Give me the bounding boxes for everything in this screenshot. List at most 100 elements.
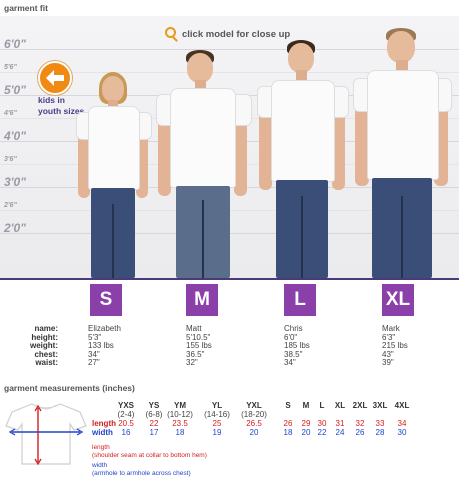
- height-label: 2'6": [4, 202, 17, 209]
- stat-weight: 215 lbs: [382, 341, 408, 351]
- height-label: 5'0": [4, 83, 26, 97]
- adult-size-column: 4XL 34 30: [393, 401, 411, 437]
- size-badge-s[interactable]: S: [90, 284, 122, 316]
- model-matt[interactable]: [156, 50, 252, 278]
- height-chart: 6'0" 5'6" 5'0" 4'6" 4'0" 3'6" 3'0" 2'6" 2'0" cli…: [0, 16, 459, 280]
- size-header: 3XL: [372, 401, 388, 410]
- length-value: 26.5: [246, 419, 262, 428]
- kids-arrow-icon[interactable]: [38, 61, 72, 95]
- width-value: 30: [397, 428, 407, 437]
- size-range: (18-20): [241, 410, 267, 419]
- length-note-text: (shoulder seam at collar to bottom hem): [92, 451, 207, 459]
- height-gridline: [0, 49, 459, 50]
- length-note-title: length: [92, 444, 110, 451]
- width-value: 16: [121, 428, 131, 437]
- adult-size-column: M 29 20: [297, 401, 315, 437]
- height-label: 2'0": [4, 221, 26, 235]
- length-value: 31: [335, 419, 345, 428]
- stat-chest: 38.5": [284, 349, 303, 359]
- width-note-title: width: [92, 462, 108, 469]
- youth-size-column: YS (6-8) 22 17: [138, 401, 170, 437]
- size-header: 2XL: [352, 401, 368, 410]
- stat-height: 6'3": [382, 332, 396, 342]
- adult-size-column: 2XL 32 26: [351, 401, 369, 437]
- stat-height: 6'0": [284, 332, 298, 342]
- height-label: 4'6": [4, 110, 17, 117]
- stat-name: Elizabeth: [88, 324, 121, 333]
- width-value: 22: [317, 428, 327, 437]
- stats-elizabeth: Elizabeth 5'3" 133 lbs 34" 27": [88, 324, 121, 368]
- adult-size-column: L 30 22: [313, 401, 331, 437]
- tshirt-diagram: [4, 396, 88, 470]
- adult-size-column: 3XL 33 28: [371, 401, 389, 437]
- zoom-hint-text: click model for close up: [182, 29, 291, 40]
- stat-label-chest: chest:: [34, 349, 58, 359]
- width-value: 26: [355, 428, 365, 437]
- height-label: 3'0": [4, 175, 26, 189]
- size-range-empty: [331, 410, 349, 419]
- size-badge-m[interactable]: M: [186, 284, 218, 316]
- length-value: 30: [317, 419, 327, 428]
- width-value: 18: [283, 428, 293, 437]
- stats-mark: Mark 6'3" 215 lbs 43" 39": [382, 324, 408, 368]
- youth-size-column: YXL (18-20) 26.5 20: [238, 401, 270, 437]
- size-header: YS: [148, 401, 160, 410]
- size-header: M: [302, 401, 310, 410]
- stat-waist: 34": [284, 358, 296, 368]
- length-value: 26: [283, 419, 293, 428]
- length-value: 29: [301, 419, 311, 428]
- size-badge-l[interactable]: L: [284, 284, 316, 316]
- stat-label-weight: weight:: [30, 341, 58, 351]
- length-value: 33: [375, 419, 385, 428]
- stat-height: 5'10.5": [186, 332, 211, 342]
- youth-size-column: YXS (2-4) 20.5 16: [110, 401, 142, 437]
- size-header: S: [285, 401, 291, 410]
- width-value: 17: [149, 428, 159, 437]
- height-label: 4'0": [4, 129, 26, 143]
- width-value: 19: [212, 428, 222, 437]
- stat-label-height: height:: [31, 332, 58, 342]
- model-elizabeth[interactable]: [70, 72, 160, 278]
- adult-size-column: S 26 18: [279, 401, 297, 437]
- model-mark[interactable]: [352, 28, 452, 278]
- width-value: 28: [375, 428, 385, 437]
- length-row-label: length: [92, 419, 116, 428]
- length-value: 25: [212, 419, 222, 428]
- length-value: 32: [355, 419, 365, 428]
- size-header: YM: [174, 401, 186, 410]
- measurements-title: garment measurements (inches): [4, 383, 135, 393]
- size-badge-xl[interactable]: XL: [382, 284, 414, 316]
- length-value: 34: [397, 419, 407, 428]
- stat-labels: name: height: weight: chest: waist:: [10, 324, 58, 368]
- width-value: 20: [301, 428, 311, 437]
- model-chris[interactable]: [256, 40, 349, 278]
- stats-chris: Chris 6'0" 185 lbs 38.5" 34": [284, 324, 310, 368]
- stat-name: Mark: [382, 324, 400, 333]
- length-note: length (shoulder seam at collar to botto…: [92, 444, 207, 459]
- kids-youth-link[interactable]: kids in youth sizes: [38, 95, 85, 116]
- size-range-empty: [393, 410, 411, 419]
- size-range: (6-8): [145, 410, 163, 419]
- width-value: 24: [335, 428, 345, 437]
- size-range-empty: [371, 410, 389, 419]
- size-header: YXS: [117, 401, 134, 410]
- stat-name: Matt: [186, 324, 202, 333]
- size-header: YXL: [246, 401, 262, 410]
- height-label: 5'6": [4, 64, 17, 71]
- adult-size-column: XL 31 24: [331, 401, 349, 437]
- stat-height: 5'3": [88, 332, 102, 342]
- stat-weight: 155 lbs: [186, 341, 212, 351]
- size-range-empty: [351, 410, 369, 419]
- stats-matt: Matt 5'10.5" 155 lbs 36.5" 32": [186, 324, 212, 368]
- width-value: 20: [249, 428, 259, 437]
- size-range: (10-12): [167, 410, 193, 419]
- width-note-text: (armhole to armhole across chest): [92, 469, 191, 477]
- height-label: 3'6": [4, 156, 17, 163]
- tshirt-icon: [5, 403, 87, 466]
- magnifier-icon: [165, 27, 176, 38]
- width-note: width (armhole to armhole across chest): [92, 462, 191, 477]
- zoom-hint[interactable]: click model for close up: [165, 26, 290, 40]
- size-header: 4XL: [394, 401, 410, 410]
- stat-waist: 32": [186, 358, 198, 368]
- size-header: XL: [334, 401, 346, 410]
